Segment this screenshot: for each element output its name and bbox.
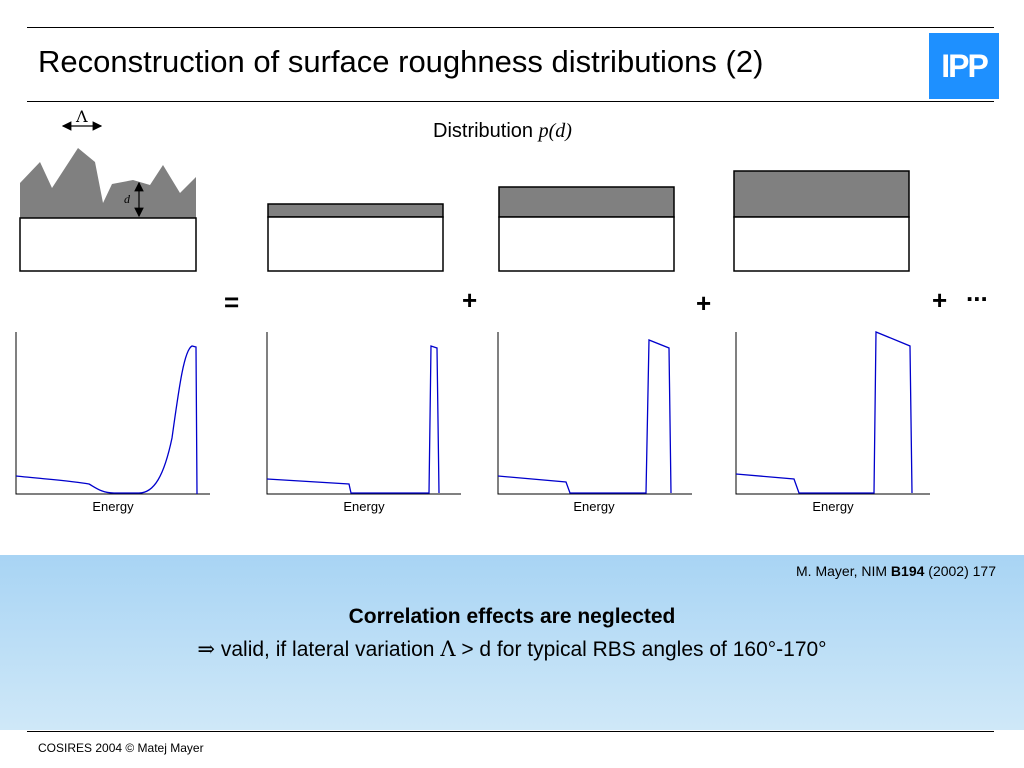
conclusion-text-before: valid, if lateral variation [215,638,441,661]
energy-label-1: Energy [92,499,134,514]
substrate-3 [733,216,910,272]
ipp-logo: IPP [929,33,999,99]
ellipsis: ... [966,277,988,307]
distribution-text: Distribution [433,120,534,142]
layer-sample-3 [733,170,910,272]
spectrum-plot-rough [15,332,210,495]
implies-arrow: ⇒ [197,637,216,661]
plus-sign-3: + [932,285,948,315]
lambda-symbol: Λ [440,637,456,661]
layer-2 [498,186,675,218]
spectrum-curve [735,331,913,494]
distribution-label: Distribution p(d) [433,120,572,143]
layer-1 [267,203,444,218]
spectrum-curve [266,345,440,494]
plus-sign-2: + [696,288,712,318]
conclusion-heading: Correlation effects are neglected [348,605,676,628]
spectrum-plot-2 [497,332,692,495]
layer-sample-2 [498,186,675,272]
spectrum-plot-3 [735,331,930,495]
substrate [19,217,197,272]
spectrum-plot-1 [266,332,461,495]
reference-citation: M. Mayer, NIM B194 (2002) 177 [796,563,996,579]
lambda-label: Λ [75,107,88,126]
spectrum-curve [15,345,198,495]
reference-volume: B194 [890,563,925,579]
plus-sign-1: + [462,285,478,315]
title-top-rule [27,27,994,28]
depth-label: d [124,192,131,206]
conclusion-text-after: > d for typical RBS angles of 160°-170° [455,638,827,661]
plot-axes [15,332,210,495]
reference-suffix: (2002) 177 [924,563,996,579]
plot-axes [266,332,461,495]
conclusion-text: ⇒ valid, if lateral variation Λ > d for … [0,637,1024,662]
page-title: Reconstruction of surface roughness dist… [38,44,764,79]
footer-rule [27,731,994,732]
plot-axes [735,332,930,495]
distribution-symbol: p(d) [538,120,572,142]
substrate-2 [498,216,675,272]
title-bottom-rule [27,101,994,102]
energy-label-4: Energy [812,499,854,514]
footer-text: COSIRES 2004 © Matej Mayer [38,741,204,755]
layer-diagrams: Λ d [19,107,910,272]
energy-label-2: Energy [343,499,385,514]
layer-sample-1 [267,203,444,272]
energy-label-3: Energy [573,499,615,514]
reference-prefix: M. Mayer, NIM [796,563,891,579]
spectrum-curve [497,339,672,494]
rough-surface-sample: Λ d [19,107,197,272]
conclusion-panel: M. Mayer, NIM B194 (2002) 177 Correlatio… [0,555,1024,730]
plot-axes [497,332,692,495]
substrate-1 [267,216,444,272]
equals-sign: = [224,287,240,317]
rough-layer [20,148,196,218]
layer-3 [733,170,910,218]
